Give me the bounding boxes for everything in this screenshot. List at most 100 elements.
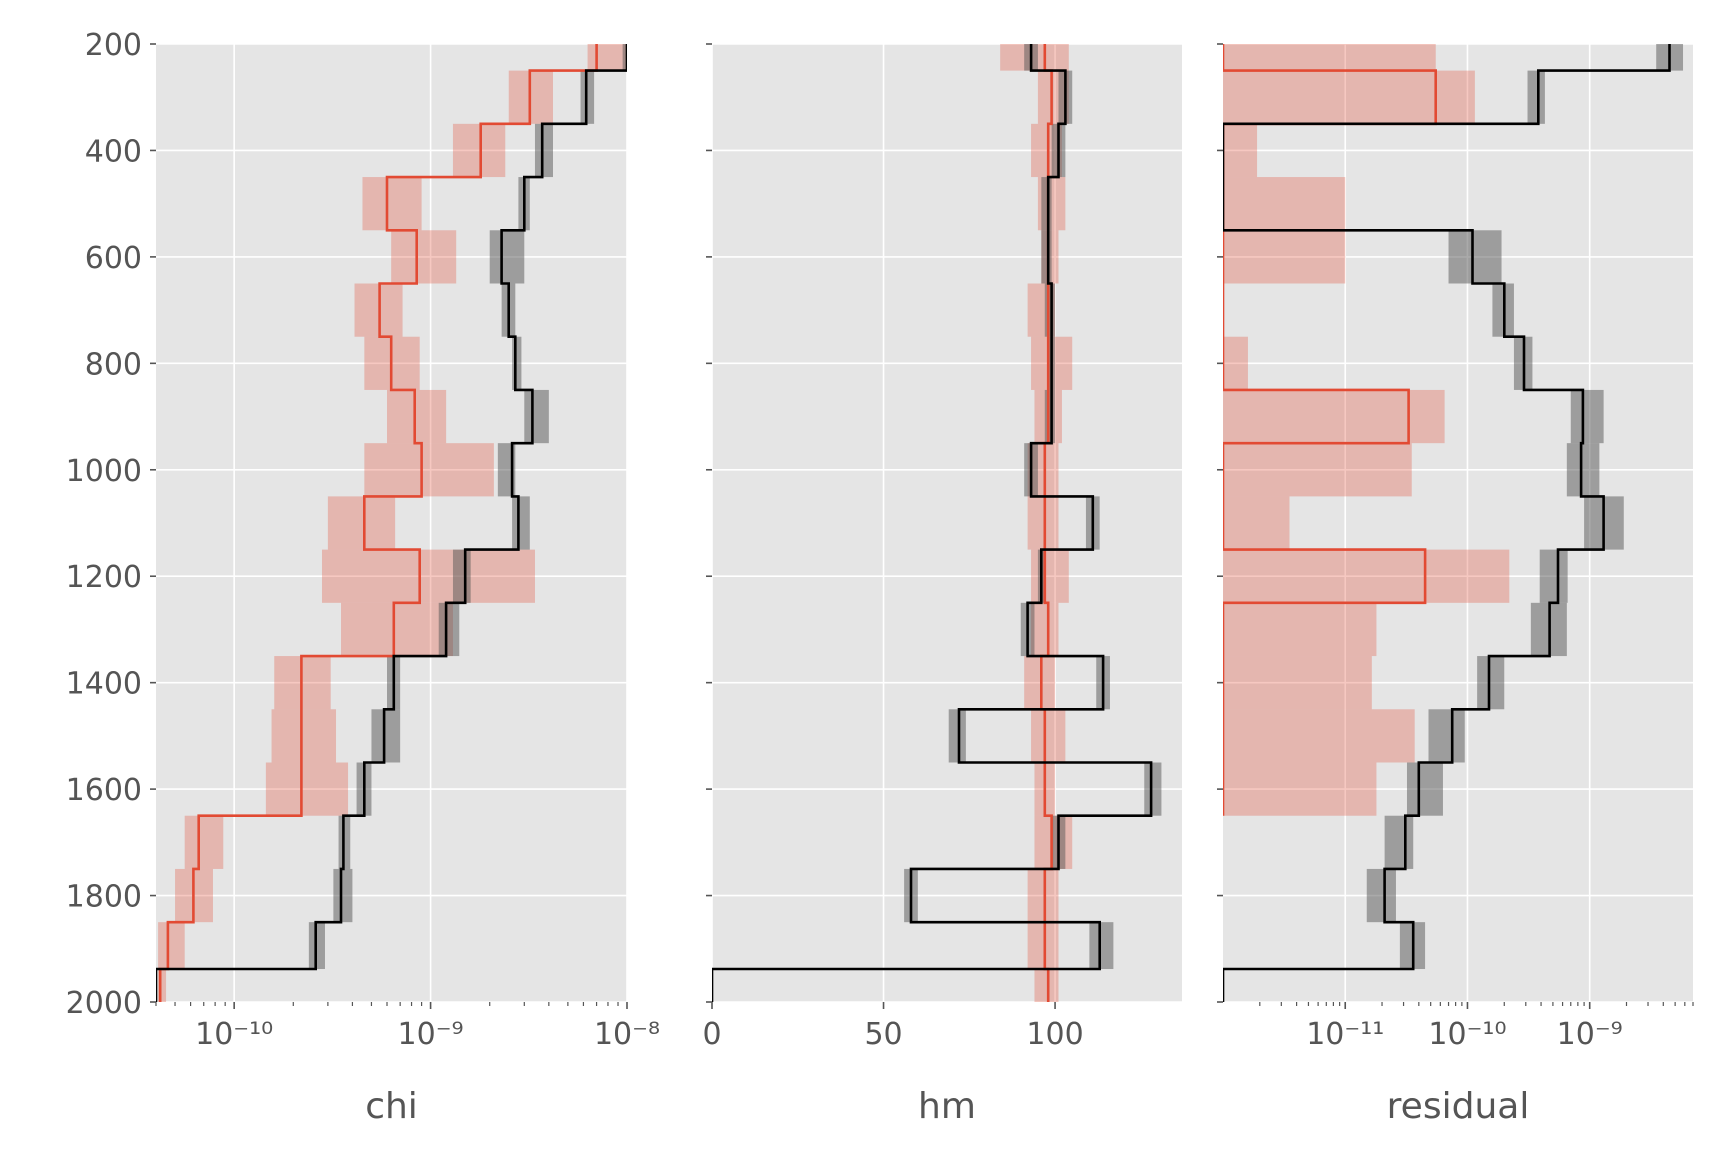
model-black-band	[1044, 389, 1056, 444]
model-red-band	[1223, 336, 1248, 390]
model-black-line	[712, 44, 1153, 1002]
y-tick-label: 400	[85, 134, 142, 169]
y-tick-label: 1800	[66, 880, 142, 915]
model-black-band	[524, 389, 549, 444]
y-tick-label: 800	[85, 347, 142, 382]
model-red-band	[1223, 762, 1377, 816]
model-black-band	[1539, 549, 1568, 603]
model-black-band	[333, 868, 353, 923]
x-tick-label: 10⁻⁹	[398, 1017, 464, 1052]
model-black-band	[1144, 762, 1162, 816]
model-black-band	[1406, 762, 1443, 816]
model-black-band	[1044, 283, 1056, 337]
model-black-band	[438, 602, 460, 657]
ticks: 0 50 100	[702, 43, 1084, 1052]
model-black-band	[1477, 656, 1505, 710]
model-black-band	[1041, 230, 1052, 284]
model-red-band	[1223, 177, 1346, 231]
x-tick-label: 100	[1026, 1017, 1083, 1052]
x-axis-label: hm	[918, 1086, 976, 1127]
x-tick-label: 0	[702, 1017, 721, 1052]
model-red-band	[1031, 709, 1066, 763]
model-red-band	[362, 177, 422, 231]
x-tick-label: 10⁻⁹	[1557, 1017, 1623, 1052]
model-red-band	[587, 44, 627, 71]
model-black-band	[1041, 177, 1052, 231]
model-black-band	[1089, 922, 1114, 970]
model-red-band	[1223, 656, 1372, 710]
model-black-band	[489, 230, 525, 284]
y-tick-label: 1400	[66, 667, 142, 702]
model-red-band	[1223, 602, 1377, 657]
model-black-band	[512, 336, 522, 390]
model-red-band	[158, 922, 185, 970]
gridlines	[711, 43, 1182, 1003]
model-black-band	[1570, 389, 1604, 444]
model-red-band	[1223, 496, 1290, 550]
x-tick-label: 10⁻¹⁰	[195, 1017, 273, 1052]
hm-panel: 0 50 100 hm	[702, 43, 1182, 1127]
model-black-band	[948, 709, 966, 763]
model-black-band	[1428, 709, 1465, 763]
model-red-band	[1223, 443, 1412, 497]
model-red-bands	[158, 44, 627, 1002]
y-tick-label: 1200	[66, 560, 142, 595]
model-black-band	[534, 123, 553, 178]
x-tick-label: 10⁻¹⁰	[1428, 1017, 1506, 1052]
model-black-band	[1566, 443, 1600, 497]
x-axis-label: chi	[365, 1086, 418, 1127]
model-red-band	[1223, 389, 1445, 444]
model-red-band	[265, 762, 349, 816]
model-black-band	[371, 709, 401, 763]
model-red-band	[327, 496, 396, 550]
model-black-band	[1448, 230, 1502, 284]
model-red-band	[1027, 868, 1059, 923]
residual-panel: 10⁻¹¹ 10⁻¹⁰ 10⁻⁹ residual	[1217, 43, 1694, 1127]
model-red-band	[1031, 602, 1059, 657]
model-red-band	[1024, 656, 1056, 710]
y-tick-label: 2000	[66, 986, 142, 1021]
model-red-band	[271, 709, 337, 763]
data-layer	[156, 44, 627, 1002]
model-red-band	[1027, 496, 1059, 550]
model-red-line	[158, 44, 598, 1002]
model-red-band	[1027, 922, 1059, 970]
model-black-band	[1384, 815, 1414, 869]
model-red-band	[158, 969, 167, 1002]
x-tick-label: 10⁻⁸	[594, 1017, 660, 1052]
y-tick-label: 1600	[66, 773, 142, 808]
model-black-band	[1527, 70, 1545, 124]
model-red-band	[1223, 549, 1510, 603]
model-red-band	[391, 230, 457, 284]
model-red-band	[1031, 549, 1069, 603]
model-red-band	[1223, 123, 1258, 178]
y-tick-label: 600	[85, 241, 142, 276]
model-black-bands	[1366, 44, 1684, 970]
model-red-bands	[1223, 44, 1510, 816]
model-red-band	[387, 389, 447, 444]
chi-panel: 200 400 600 800 1000 1200 1400 1600 1800 2000 10⁻¹…	[66, 28, 660, 1127]
model-black-line	[1223, 44, 1671, 1002]
model-red-band	[1034, 969, 1059, 1002]
ticks: 200 400 600 800 1000 1200 1400 1600 1800 2000 10⁻¹…	[66, 28, 660, 1052]
model-red-band	[321, 549, 535, 603]
x-tick-label: 50	[864, 1017, 902, 1052]
model-black-band	[512, 496, 530, 550]
model-red-band	[184, 815, 224, 869]
y-tick-label: 200	[85, 28, 142, 63]
plot-background	[712, 44, 1182, 1002]
x-tick-label: 10⁻¹¹	[1306, 1017, 1384, 1052]
ticks: 10⁻¹¹ 10⁻¹⁰ 10⁻⁹	[1217, 43, 1694, 1052]
model-red-band	[1223, 70, 1475, 124]
model-red-band	[1223, 230, 1346, 284]
y-tick-label: 1000	[66, 454, 142, 489]
model-black-band	[1366, 868, 1396, 923]
model-black-line	[156, 44, 627, 1002]
x-axis-label: residual	[1387, 1086, 1530, 1127]
model-red-band	[364, 443, 494, 497]
data-layer	[1223, 44, 1684, 1002]
model-red-band	[1223, 44, 1436, 71]
model-black-band	[622, 44, 627, 71]
data-layer	[712, 44, 1162, 1002]
